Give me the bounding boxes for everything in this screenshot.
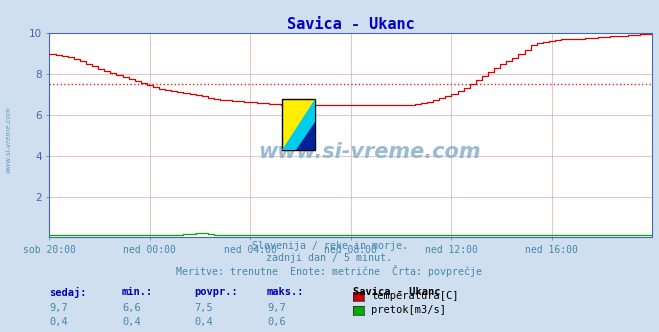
- Text: zadnji dan / 5 minut.: zadnji dan / 5 minut.: [266, 253, 393, 263]
- Text: sedaj:: sedaj:: [49, 287, 87, 298]
- Text: 7,5: 7,5: [194, 303, 213, 313]
- Text: 9,7: 9,7: [267, 303, 285, 313]
- Text: maks.:: maks.:: [267, 287, 304, 297]
- Text: Meritve: trenutne  Enote: metrične  Črta: povprečje: Meritve: trenutne Enote: metrične Črta: …: [177, 265, 482, 277]
- Title: Savica - Ukanc: Savica - Ukanc: [287, 17, 415, 32]
- Polygon shape: [297, 122, 315, 150]
- Polygon shape: [281, 99, 315, 150]
- Text: 0,4: 0,4: [49, 317, 68, 327]
- Text: 0,4: 0,4: [122, 317, 140, 327]
- Text: 6,6: 6,6: [122, 303, 140, 313]
- Text: pretok[m3/s]: pretok[m3/s]: [371, 305, 446, 315]
- Text: povpr.:: povpr.:: [194, 287, 238, 297]
- Text: www.si-vreme.com: www.si-vreme.com: [258, 142, 480, 162]
- Text: 0,6: 0,6: [267, 317, 285, 327]
- Text: 0,4: 0,4: [194, 317, 213, 327]
- Text: Savica - Ukanc: Savica - Ukanc: [353, 287, 440, 297]
- Text: 9,7: 9,7: [49, 303, 68, 313]
- Text: temperatura[C]: temperatura[C]: [371, 291, 459, 301]
- Text: www.si-vreme.com: www.si-vreme.com: [5, 106, 12, 173]
- Text: Slovenija / reke in morje.: Slovenija / reke in morje.: [252, 241, 407, 251]
- FancyBboxPatch shape: [281, 99, 315, 150]
- Text: min.:: min.:: [122, 287, 153, 297]
